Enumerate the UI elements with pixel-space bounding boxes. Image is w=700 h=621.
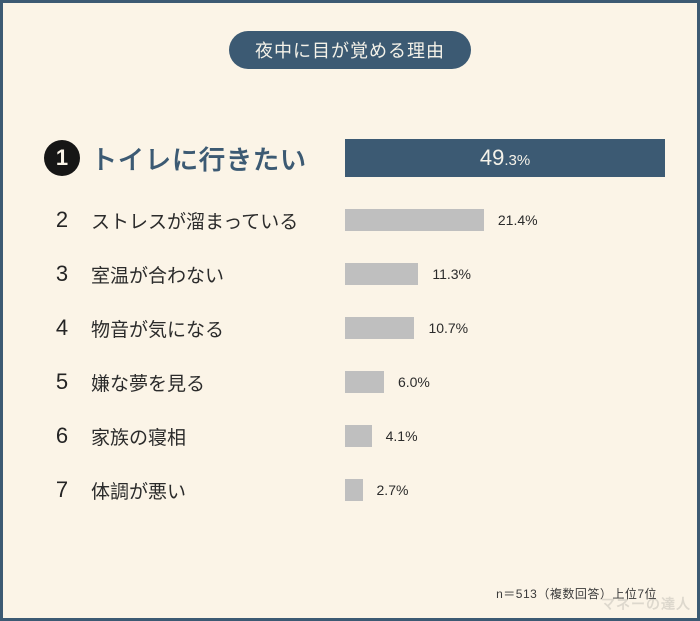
bar-cell: 2.7% [345,463,661,517]
bar-label: トイレに行きたい [85,140,345,177]
bar-rows: 1 トイレに行きたい 49.3% 2 ストレスが溜まっている 21.4% 3 室… [39,129,661,517]
rank-cell: 3 [39,261,85,287]
bar-label: 室温が合わない [85,261,345,288]
bar-cell: 4.1% [345,409,661,463]
chart-frame: 夜中に目が覚める理由 1 トイレに行きたい 49.3% 2 ストレスが溜まってい… [0,0,700,621]
bar-row: 4 物音が気になる 10.7% [39,301,661,355]
rank-cell: 7 [39,477,85,503]
bar-label: 体調が悪い [85,477,345,504]
bar [345,479,363,501]
bar-label: 家族の寝相 [85,423,345,450]
bar-cell: 21.4% [345,193,661,247]
bar-value: 6.0% [398,374,430,390]
bar-value: 49.3% [480,145,530,171]
bar-value: 2.7% [377,482,409,498]
bar [345,209,484,231]
rank-badge: 1 [44,140,80,176]
chart-title: 夜中に目が覚める理由 [229,31,471,69]
bar-cell: 11.3% [345,247,661,301]
chart-footnote: n＝513（複数回答）上位7位 [496,585,657,602]
bar-value: 4.1% [386,428,418,444]
bar [345,263,418,285]
bar-value: 21.4% [498,212,538,228]
rank-cell: 2 [39,207,85,233]
bar-label: 嫌な夢を見る [85,369,345,396]
bar: 49.3% [345,139,665,177]
bar-row: 6 家族の寝相 4.1% [39,409,661,463]
rank-cell: 6 [39,423,85,449]
bar [345,371,384,393]
bar-cell: 10.7% [345,301,661,355]
bar-value: 10.7% [428,320,468,336]
bar-row: 3 室温が合わない 11.3% [39,247,661,301]
bar-label: ストレスが溜まっている [85,207,345,234]
rank-cell: 4 [39,315,85,341]
bar-row: 5 嫌な夢を見る 6.0% [39,355,661,409]
bar-row: 7 体調が悪い 2.7% [39,463,661,517]
rank-cell: 5 [39,369,85,395]
bar-value: 11.3% [432,266,471,282]
rank-cell: 1 [39,140,85,176]
bar-row: 2 ストレスが溜まっている 21.4% [39,193,661,247]
bar-row: 1 トイレに行きたい 49.3% [39,129,661,187]
bar-label: 物音が気になる [85,315,345,342]
bar-cell: 6.0% [345,355,661,409]
bar [345,317,414,339]
bar-cell: 49.3% [345,129,665,187]
bar [345,425,372,447]
